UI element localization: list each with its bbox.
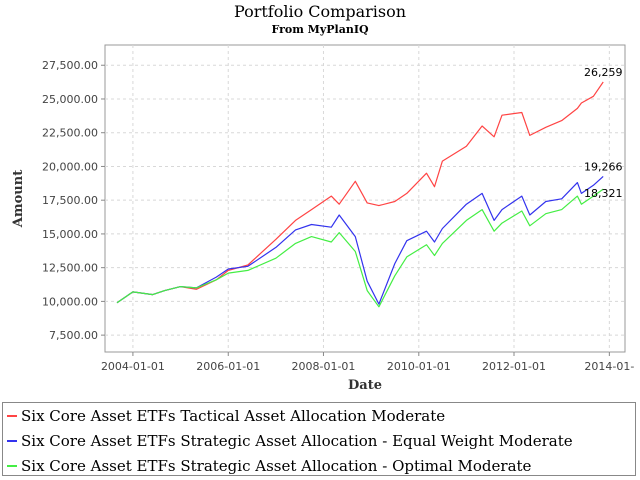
series-end-label: 19,266 [584,160,623,173]
y-tick-label: 22,500.00 [42,127,98,140]
y-tick-label: 25,000.00 [42,93,98,106]
y-tick-label: 17,500.00 [42,194,98,207]
y-axis-label: Amount [11,170,26,228]
y-tick-label: 10,000.00 [42,295,98,308]
legend-swatch-green [7,465,17,467]
legend-swatch-red [7,415,17,417]
y-tick-label: 20,000.00 [42,160,98,173]
axes: 7,500.00 10,000.00 12,500.00 15,000.00 17,50… [42,59,634,373]
legend-item-optimal-moderate: Six Core Asset ETFs Strategic Asset Allo… [7,455,531,477]
x-tick-label: 2004-01-01 [101,360,165,373]
y-tick-label: 12,500.00 [42,262,98,275]
chart-title: Portfolio Comparison [234,2,406,21]
x-tick-label: 2006-01-01 [196,360,260,373]
y-tick-label: 7,500.00 [49,329,98,342]
end-labels: 26,259 19,266 18,321 [584,66,623,200]
y-tick-label: 15,000.00 [42,228,98,241]
y-tick-label: 27,500.00 [42,59,98,72]
legend-label: Six Core Asset ETFs Strategic Asset Allo… [21,457,532,475]
series-end-label: 26,259 [584,66,623,79]
legend-label: Six Core Asset ETFs Tactical Asset Alloc… [21,407,446,425]
x-tick-label: 2010-01-01 [387,360,451,373]
x-axis-label: Date [348,378,382,393]
series-lines [116,81,604,308]
legend-item-tactical-moderate: Six Core Asset ETFs Tactical Asset Alloc… [7,405,445,427]
x-tick-label: 2012-01-01 [482,360,546,373]
legend-swatch-blue [7,440,17,442]
series-line [116,188,604,308]
series-line [116,81,604,304]
grid-lines [105,45,625,352]
series-line [116,175,604,305]
legend-item-equal-weight-moderate: Six Core Asset ETFs Strategic Asset Allo… [7,430,573,452]
chart-legend: Six Core Asset ETFs Tactical Asset Alloc… [2,402,636,476]
x-tick-label: 2008-01-01 [291,360,355,373]
legend-label: Six Core Asset ETFs Strategic Asset Allo… [21,432,573,450]
x-tick-label: 2014-01- [584,360,634,373]
series-end-label: 18,321 [584,187,623,200]
chart-subtitle: From MyPlanIQ [271,23,369,36]
